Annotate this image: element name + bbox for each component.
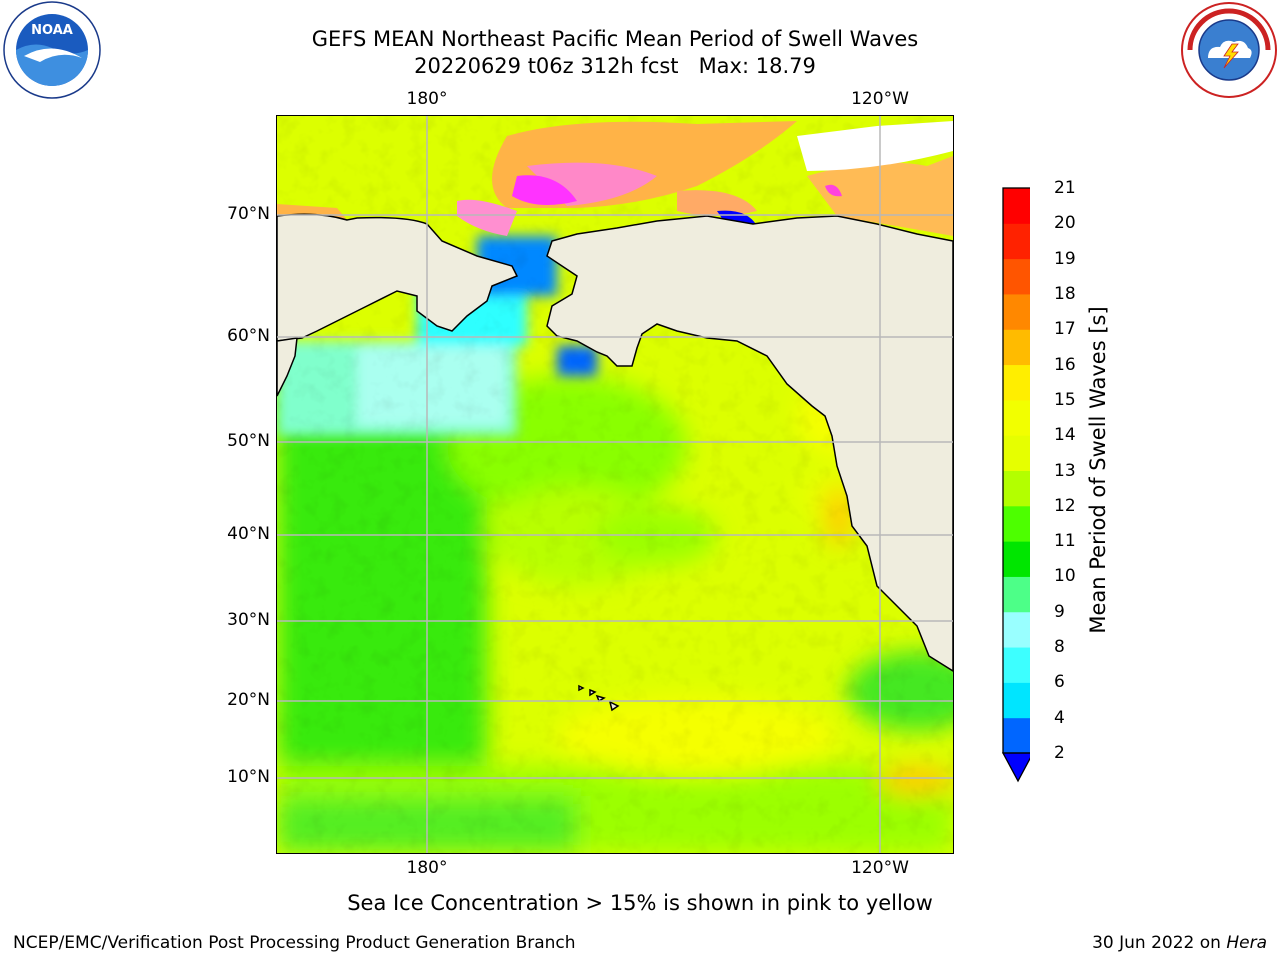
colorbar-outline: [1002, 187, 1030, 754]
lat-tick-10n: 10°N: [227, 767, 270, 787]
colorbar-band: [1003, 647, 1030, 683]
map-panel: [276, 115, 954, 854]
lon-tick-bottom-120w: 120°W: [851, 858, 909, 878]
colorbar-tick-label: 13: [1054, 460, 1076, 481]
lat-tick-70n: 70°N: [227, 204, 270, 224]
colorbar-tick-label: 8: [1054, 637, 1065, 658]
colorbar-title: Mean Period of Swell Waves [s]: [1086, 306, 1110, 634]
colorbar-band: [1003, 329, 1030, 366]
colorbar-tick-label: 16: [1054, 354, 1076, 375]
swell-period-map: [277, 116, 953, 853]
noaa-logo-icon: NOAA: [3, 1, 101, 99]
lat-tick-40n: 40°N: [227, 524, 270, 544]
colorbar-tick-label: 18: [1054, 283, 1076, 304]
sea-ice-note: Sea Ice Concentration > 15% is shown in …: [347, 891, 933, 915]
colorbar-band: [1003, 682, 1030, 719]
colorbar-tick-label: 4: [1054, 707, 1065, 728]
colorbar-tick-label: 12: [1054, 495, 1076, 516]
colorbar-band: [1003, 399, 1030, 436]
colorbar-band: [1003, 223, 1030, 260]
colorbar-band: [1003, 576, 1030, 613]
colorbar-band: [1003, 505, 1030, 542]
footer-credit: NCEP/EMC/Verification Post Processing Pr…: [13, 933, 576, 953]
colorbar-band: [1003, 364, 1030, 401]
colorbar-tick-label: 14: [1054, 425, 1076, 446]
lat-tick-30n: 30°N: [227, 610, 270, 630]
chart-subtitle-forecast: 20220629 t06z 312h fcst Max: 18.79: [414, 54, 816, 78]
footer-date: 30 Jun 2022 on Hera: [1092, 933, 1267, 953]
colorbar-band: [1003, 541, 1030, 577]
lon-tick-top-120w: 120°W: [851, 89, 909, 109]
colorbar: [1001, 187, 1030, 783]
colorbar-band: [1003, 717, 1030, 754]
colorbar-tick-label: 2: [1054, 743, 1065, 763]
colorbar-tick-label: 21: [1054, 178, 1076, 198]
land-masses: [277, 213, 953, 712]
colorbar-tick-label: 9: [1054, 601, 1065, 622]
colorbar-band: [1003, 470, 1030, 507]
noaa-logo-text: NOAA: [31, 23, 73, 38]
colorbar-tick-label: 15: [1054, 389, 1076, 410]
colorbar-tick-label: 6: [1054, 672, 1065, 693]
footer-date-text: 30 Jun 2022 on: [1092, 933, 1227, 953]
lon-tick-top-180: 180°: [406, 89, 448, 109]
colorbar-band: [1003, 611, 1030, 648]
colorbar-tick-label: 17: [1054, 319, 1076, 340]
lat-tick-20n: 20°N: [227, 690, 270, 710]
chart-title: GEFS MEAN Northeast Pacific Mean Period …: [311, 27, 919, 51]
nws-logo-icon: [1181, 2, 1277, 98]
colorbar-under-arrow: [1001, 752, 1030, 783]
colorbar-tick-label: 10: [1054, 566, 1076, 587]
colorbar-tick-label: 19: [1054, 248, 1076, 269]
colorbar-band: [1003, 435, 1030, 471]
footer-host: Hera: [1226, 933, 1267, 953]
colorbar-tick-label: 11: [1054, 531, 1076, 552]
lat-lon-grid: [277, 116, 953, 853]
lon-tick-bottom-180: 180°: [406, 858, 448, 878]
colorbar-band: [1003, 258, 1030, 295]
colorbar-tick-label: 20: [1054, 213, 1076, 234]
colorbar-band: [1003, 293, 1030, 330]
lat-tick-50n: 50°N: [227, 431, 270, 451]
lat-tick-60n: 60°N: [227, 326, 270, 346]
colorbar-band: [1003, 188, 1030, 224]
